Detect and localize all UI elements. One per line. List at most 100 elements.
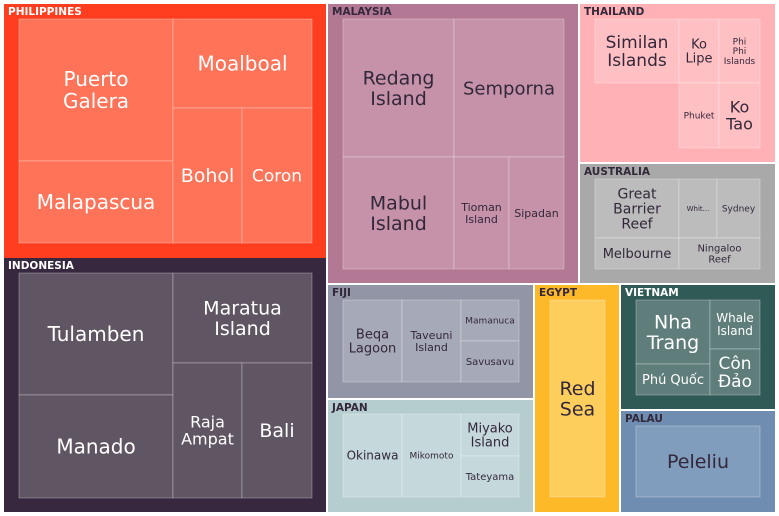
cell-beqa-lagoon: Beqa Lagoon — [342, 299, 403, 383]
cell-tioman-island-label: Tioman Island — [460, 201, 502, 226]
cell-ko-tao-label: Ko Tao — [725, 97, 753, 133]
cell-tulamben: Tulamben — [18, 272, 174, 396]
group-palau-label: PALAU — [625, 413, 663, 425]
cell-ko-lipe-rect — [678, 18, 720, 84]
cell-sipadan-label: Sipadan — [514, 207, 558, 220]
cell-phi-phi-islands-rect — [718, 18, 761, 84]
cell-tioman-island-rect — [453, 156, 510, 270]
cell-redang-island-label: Redang Island — [363, 67, 435, 110]
cell-red-sea-label: Red Sea — [559, 378, 595, 421]
cell-raja-ampat-label: Raja Ampat — [181, 412, 234, 448]
cell-whitsundays: Whit... — [678, 178, 718, 239]
cell-con-ao-label: Côn Đảo — [718, 354, 752, 392]
cell-whale-island-rect — [709, 299, 761, 350]
cell-sydney-rect — [716, 178, 761, 239]
cell-great-barrier-reef: Great Barrier Reef — [594, 178, 680, 239]
cell-tulamben-rect — [18, 272, 174, 396]
group-malaysia-label: MALAYSIA — [332, 6, 392, 18]
cell-sipadan: Sipadan — [508, 156, 565, 270]
cell-sydney: Sydney — [716, 178, 761, 239]
cell-coron-label: Coron — [252, 166, 302, 186]
cell-miyako-island-rect — [460, 413, 520, 457]
cell-sydney-label: Sydney — [722, 205, 756, 215]
cell-peleliu-rect — [635, 425, 761, 498]
cell-okinawa: Okinawa — [342, 413, 403, 498]
cell-con-ao-rect — [709, 348, 761, 396]
cell-moalboal: Moalboal — [172, 18, 313, 109]
group-malaysia: MALAYSIA Redang Island Semporna Mabul Island T… — [328, 4, 578, 283]
group-philippines: PHILIPPINES Puerto Galera Malapascua Moalboa… — [4, 4, 326, 258]
cell-nha-trang-label: Nha Trang — [646, 311, 699, 354]
cell-maratua-island-label: Maratua Island — [203, 297, 282, 340]
cell-phi-phi-islands-label: Phi Phi Islands — [724, 37, 756, 66]
cell-similan-islands-label: Similan Islands — [606, 33, 669, 71]
cell-manado-label: Manado — [56, 435, 135, 459]
group-thailand: THAILAND Similan Islands Ko Lipe Phi Phi Island… — [580, 4, 775, 162]
cell-mamanuca: Mamanuca — [460, 299, 520, 342]
cell-melbourne-label: Melbourne — [603, 247, 672, 262]
cell-savusavu: Savusavu — [460, 340, 520, 383]
group-australia-label: AUSTRALIA — [584, 166, 651, 178]
cell-phuket: Phuket — [678, 82, 720, 149]
cell-beqa-lagoon-rect — [342, 299, 403, 383]
cell-phu-quoc: Phú Quốc — [635, 363, 711, 396]
group-japan-label: JAPAN — [331, 402, 368, 414]
cell-raja-ampat-rect — [172, 362, 243, 499]
cell-okinawa-rect — [342, 413, 403, 498]
cell-moalboal-label: Moalboal — [197, 52, 287, 76]
cell-mikomoto-label: Mikomoto — [410, 452, 454, 462]
cell-coron-rect — [241, 107, 313, 244]
cell-mikomoto: Mikomoto — [401, 413, 462, 498]
cell-tateyama-label: Tateyama — [465, 472, 515, 483]
cell-taveuni-island: Taveuni Island — [401, 299, 462, 383]
cell-ko-lipe-label: Ko Lipe — [685, 38, 712, 67]
cell-con-ao: Côn Đảo — [709, 348, 761, 396]
cell-tateyama: Tateyama — [460, 455, 520, 498]
cell-semporna-rect — [453, 18, 565, 158]
cell-taveuni-island-label: Taveuni Island — [410, 329, 453, 354]
cell-raja-ampat: Raja Ampat — [172, 362, 243, 499]
cell-malapascua-label: Malapascua — [37, 190, 156, 214]
cell-puerto-galera-label: Puerto Galera — [63, 67, 129, 113]
cell-ningaloo-reef-label: Ningaloo Reef — [697, 244, 741, 266]
cell-bali: Bali — [241, 362, 313, 499]
cell-puerto-galera: Puerto Galera — [18, 18, 174, 162]
group-australia: AUSTRALIA Great Barrier Reef Whit... Sydney Me… — [580, 164, 775, 283]
cell-nha-trang: Nha Trang — [635, 299, 711, 365]
cell-ningaloo-reef-rect — [678, 237, 761, 270]
cell-melbourne: Melbourne — [594, 237, 680, 270]
cell-beqa-lagoon-label: Beqa Lagoon — [349, 328, 397, 357]
cell-savusavu-label: Savusavu — [466, 357, 514, 368]
cell-sipadan-rect — [508, 156, 565, 270]
group-egypt-label: EGYPT — [539, 287, 578, 299]
cell-whitsundays-label: Whit... — [687, 205, 710, 213]
group-egypt: EGYPT Red Sea — [535, 285, 619, 512]
cell-tioman-island: Tioman Island — [453, 156, 510, 270]
cell-maratua-island-rect — [172, 272, 313, 364]
group-palau: PALAU Peleliu — [621, 411, 775, 512]
cell-mamanuca-label: Mamanuca — [465, 317, 514, 327]
cell-tulamben-label: Tulamben — [47, 322, 145, 346]
cell-taveuni-island-rect — [401, 299, 462, 383]
cell-phu-quoc-label: Phú Quốc — [642, 373, 704, 388]
cell-phu-quoc-rect — [635, 363, 711, 396]
cell-bohol: Bohol — [172, 107, 243, 244]
cell-great-barrier-reef-label: Great Barrier Reef — [613, 186, 661, 232]
cell-whitsundays-rect — [678, 178, 718, 239]
cell-phi-phi-islands: Phi Phi Islands — [718, 18, 761, 84]
cell-mikomoto-rect — [401, 413, 462, 498]
cell-mamanuca-rect — [460, 299, 520, 342]
cell-manado-rect — [18, 394, 174, 499]
cell-semporna-label: Semporna — [463, 78, 555, 99]
cell-miyako-island: Miyako Island — [460, 413, 520, 457]
group-fiji-label: FIJI — [332, 287, 351, 299]
cell-whale-island-label: Whale Island — [716, 311, 754, 338]
cell-okinawa-label: Okinawa — [347, 449, 399, 463]
cell-phuket-label: Phuket — [684, 112, 715, 122]
cell-bohol-label: Bohol — [181, 165, 235, 187]
cell-redang-island: Redang Island — [342, 18, 455, 158]
cell-malapascua: Malapascua — [18, 160, 174, 244]
cell-similan-islands-rect — [594, 18, 680, 84]
cell-red-sea: Red Sea — [549, 299, 606, 498]
